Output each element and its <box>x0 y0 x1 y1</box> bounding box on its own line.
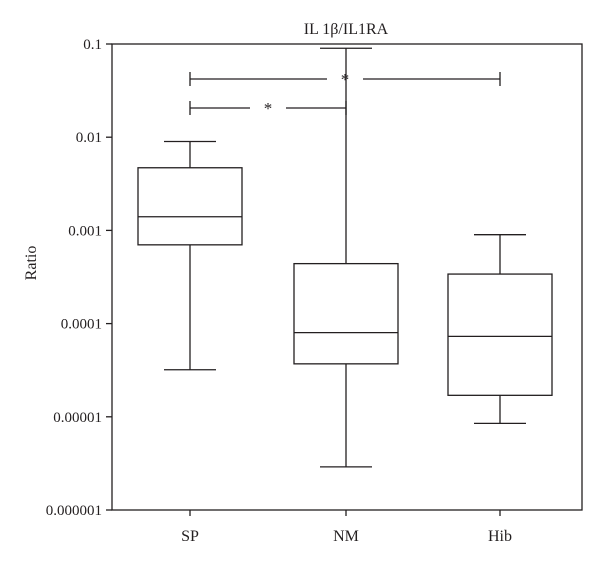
box-series <box>137 47 553 468</box>
x-tick-label-sp: SP <box>181 528 199 545</box>
iqr-box <box>137 167 243 246</box>
plot-frame <box>111 43 583 511</box>
box-sp <box>137 140 243 371</box>
y-axis-label: Ratio <box>23 246 40 281</box>
y-tick-label: 0.00001 <box>53 410 102 426</box>
significance-star: * <box>341 70 350 89</box>
x-tick-label-nm: NM <box>333 528 359 545</box>
y-axis: 0.1 0.01 0.001 0.0001 0.00001 0.000001 <box>46 37 112 519</box>
significance-annotations: ** <box>189 70 501 118</box>
y-tick-label: 0.1 <box>83 37 102 53</box>
chart-title: IL 1β/IL1RA <box>304 21 389 38</box>
x-tick-label-hib: Hib <box>488 528 512 545</box>
significance-star: * <box>264 99 273 118</box>
box-nm <box>293 47 399 468</box>
iqr-box <box>447 273 553 396</box>
y-tick-label: 0.01 <box>76 130 102 146</box>
x-axis: SP NM Hib <box>181 510 512 545</box>
y-tick-label: 0.0001 <box>61 317 102 333</box>
box-hib <box>447 234 553 425</box>
significance-bracket: * <box>189 70 501 89</box>
significance-bracket: * <box>189 99 347 118</box>
y-tick-label: 0.001 <box>68 223 102 239</box>
y-tick-label: 0.000001 <box>46 503 102 519</box>
iqr-box <box>293 262 399 365</box>
